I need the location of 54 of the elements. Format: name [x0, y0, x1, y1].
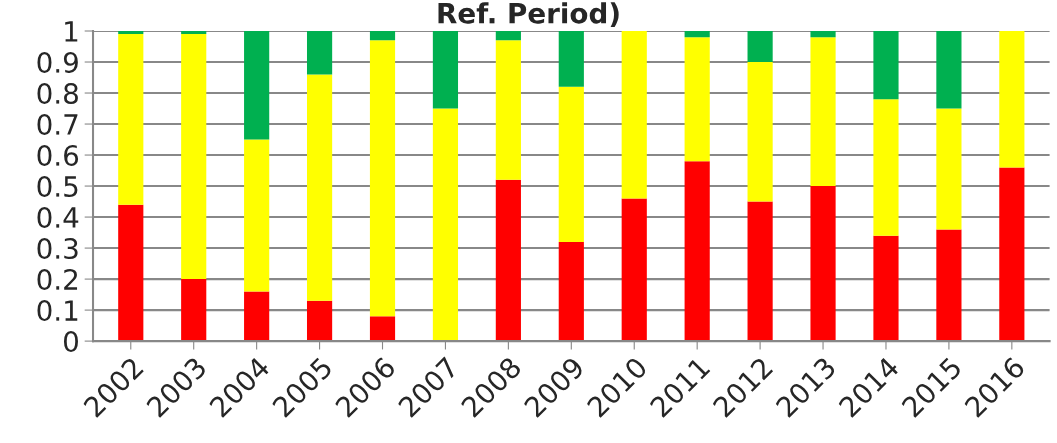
bar — [369, 40, 396, 317]
bar — [873, 235, 899, 342]
bar — [244, 291, 270, 342]
bar — [244, 139, 270, 292]
bar — [621, 198, 647, 342]
bar — [558, 86, 584, 242]
bar — [810, 37, 836, 187]
bar — [306, 74, 333, 301]
bar — [558, 241, 584, 342]
bar — [810, 186, 836, 342]
bar — [118, 204, 144, 342]
y-tick-label: 1 — [65, 21, 78, 42]
y-tick-label: 0.3 — [37, 238, 78, 260]
bar — [118, 34, 144, 205]
bar — [181, 31, 207, 35]
bar — [621, 31, 647, 199]
bar — [181, 34, 207, 280]
y-tick-label: 0.4 — [37, 207, 79, 229]
bar — [936, 31, 962, 109]
bar — [181, 279, 207, 342]
y-tick-label: 0 — [63, 331, 78, 353]
bar — [747, 62, 773, 202]
y-tick-label: 0.8 — [37, 82, 78, 104]
bar — [369, 31, 396, 41]
bar — [684, 37, 710, 162]
bar — [495, 31, 521, 41]
y-tick-label: 0.5 — [37, 176, 78, 198]
bar — [558, 31, 584, 87]
bar — [999, 31, 1025, 168]
bar — [999, 167, 1025, 342]
bar — [936, 229, 962, 342]
y-tick-label: 0.9 — [37, 51, 78, 73]
bar — [495, 179, 521, 342]
y-tick-label: 0.2 — [37, 269, 78, 291]
bar — [684, 161, 710, 342]
bar — [432, 108, 459, 342]
bar — [810, 31, 836, 38]
y-tick-label: 0.1 — [37, 300, 78, 322]
y-tick-label: 0.6 — [37, 144, 79, 166]
bar — [495, 40, 521, 180]
bar — [747, 31, 773, 63]
bar — [369, 316, 396, 342]
bar — [432, 31, 459, 109]
bar — [306, 31, 333, 75]
bar — [244, 31, 270, 140]
y-tick-label: 0.7 — [37, 113, 78, 135]
bar — [873, 31, 899, 100]
chart-title: Ref. Period) — [438, 2, 619, 27]
bar — [936, 108, 962, 230]
bar — [873, 99, 899, 236]
bar — [306, 300, 333, 342]
bar — [684, 31, 710, 38]
bar — [747, 201, 773, 342]
bar — [118, 31, 144, 35]
